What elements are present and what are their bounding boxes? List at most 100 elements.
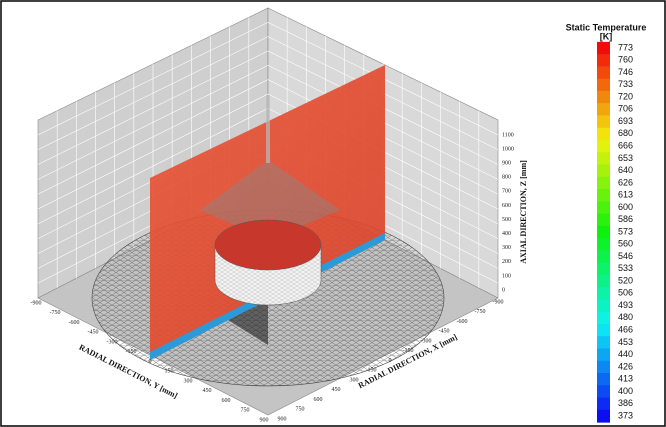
cylinder-top (215, 220, 321, 270)
legend-label: 706 (618, 104, 633, 114)
legend-swatch (597, 299, 610, 312)
z-tick-label: 100 (502, 273, 511, 279)
legend-swatch (597, 79, 610, 92)
x-tick-label: -900 (493, 299, 504, 305)
x-tick-label: 300 (350, 377, 359, 383)
figure: RADIAL DIRECTION, Y [mm] RADIAL DIRECTIO… (0, 0, 666, 427)
legend-label: 373 (618, 410, 633, 420)
legend-swatch (597, 42, 610, 55)
legend-swatch (597, 410, 610, 423)
legend-label: 493 (618, 300, 633, 310)
x-tick-label: 450 (332, 387, 341, 393)
axis-title: AXIAL DIRECTION, Z [mm] (519, 160, 528, 264)
legend-swatch (597, 361, 610, 374)
legend-swatch (597, 115, 610, 128)
legend-label: 666 (618, 141, 633, 151)
legend-label: 626 (618, 177, 633, 187)
legend-swatch (597, 91, 610, 104)
legend-swatch (597, 177, 610, 190)
legend-swatch (597, 373, 610, 386)
legend-swatch (597, 287, 610, 300)
legend-swatch (597, 103, 610, 116)
legend-label: 773 (618, 42, 633, 52)
legend-swatch (597, 398, 610, 411)
z-tick-label: 200 (502, 259, 511, 265)
legend-swatch (597, 312, 610, 325)
y-tick-label: 0 (149, 359, 152, 365)
z-tick-label: 0 (502, 287, 505, 293)
legend-swatch (597, 54, 610, 67)
legend-swatch (597, 226, 610, 239)
x-tick-label: -600 (457, 319, 468, 325)
z-tick-label: 1000 (502, 146, 514, 152)
legend-swatch (597, 349, 610, 362)
legend-label: 520 (618, 275, 633, 285)
y-tick-label: -300 (107, 339, 118, 345)
legend-label: 400 (618, 386, 633, 396)
y-tick-label: 750 (241, 408, 250, 414)
legend-swatch (597, 201, 610, 214)
legend-label: 760 (618, 55, 633, 65)
legend-label: 546 (618, 251, 633, 261)
legend-label: 506 (618, 288, 633, 298)
x-tick-label: 900 (278, 416, 287, 422)
legend-label: 613 (618, 190, 633, 200)
legend-swatch (597, 263, 610, 276)
x-tick-label: -750 (475, 309, 486, 315)
legend-swatch (597, 275, 610, 288)
x-tick-label: -300 (421, 338, 432, 344)
legend-swatch (597, 238, 610, 251)
legend-swatch (597, 152, 610, 165)
legend-label: 653 (618, 153, 633, 163)
legend-label: 533 (618, 263, 633, 273)
y-tick-label: -150 (126, 349, 137, 355)
legend-label: 453 (618, 337, 633, 347)
legend-swatch (597, 66, 610, 79)
legend-label: 600 (618, 202, 633, 212)
legend-label: 386 (618, 398, 633, 408)
x-tick-label: 750 (296, 407, 305, 413)
y-tick-label: 600 (222, 398, 231, 404)
legend-label: 640 (618, 165, 633, 175)
legend-label: 733 (618, 79, 633, 89)
y-tick-label: 150 (165, 369, 174, 375)
legend-label: 560 (618, 239, 633, 249)
legend-swatch (597, 385, 610, 398)
legend-label: 746 (618, 67, 633, 77)
y-tick-label: -600 (69, 320, 80, 326)
z-tick-label: 400 (502, 231, 511, 237)
y-tick-label: -450 (88, 330, 99, 336)
z-tick-label: 700 (502, 189, 511, 195)
z-tick-label: 1100 (502, 132, 514, 138)
z-tick-label: 500 (502, 217, 511, 223)
y-tick-label: -900 (31, 300, 42, 306)
legend-unit: [K] (600, 31, 613, 41)
y-tick-label: 300 (184, 378, 193, 384)
legend-swatch (597, 324, 610, 337)
legend-swatch (597, 128, 610, 141)
nozzle (266, 95, 270, 163)
z-tick-label: 900 (502, 161, 511, 167)
x-tick-label: -450 (439, 329, 450, 335)
x-tick-label: 150 (368, 368, 377, 374)
y-tick-label: 450 (203, 388, 212, 394)
z-tick-label: 300 (502, 245, 511, 251)
legend-swatch (597, 214, 610, 227)
legend-label: 693 (618, 116, 633, 126)
y-tick-label: -750 (50, 310, 61, 316)
legend-swatch (597, 189, 610, 202)
legend-label: 680 (618, 128, 633, 138)
legend-label: 413 (618, 374, 633, 384)
x-tick-label: 0 (389, 358, 392, 364)
legend-swatch (597, 250, 610, 263)
legend-label: 586 (618, 214, 633, 224)
z-tick-label: 600 (502, 203, 511, 209)
y-tick-label: 900 (260, 417, 269, 423)
legend-label: 426 (618, 361, 633, 371)
x-tick-label: 600 (314, 397, 323, 403)
legend-label: 466 (618, 325, 633, 335)
legend-swatch (597, 336, 610, 349)
legend-swatch (597, 165, 610, 178)
legend-label: 480 (618, 312, 633, 322)
legend-swatch (597, 140, 610, 153)
